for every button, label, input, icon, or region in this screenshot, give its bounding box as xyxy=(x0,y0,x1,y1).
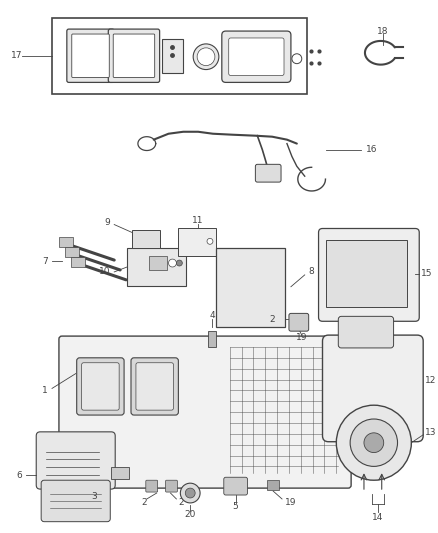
Bar xyxy=(178,229,216,256)
FancyBboxPatch shape xyxy=(338,317,394,348)
Text: 19: 19 xyxy=(285,498,297,507)
FancyBboxPatch shape xyxy=(113,34,155,77)
Text: 1: 1 xyxy=(42,386,48,395)
Circle shape xyxy=(336,405,411,480)
FancyBboxPatch shape xyxy=(224,477,247,495)
Bar xyxy=(71,257,85,267)
Text: 2: 2 xyxy=(141,498,147,507)
FancyBboxPatch shape xyxy=(77,358,124,415)
Circle shape xyxy=(350,419,398,466)
Text: 2: 2 xyxy=(178,498,184,507)
Bar xyxy=(208,331,216,347)
Text: 13: 13 xyxy=(425,429,437,438)
Text: 17: 17 xyxy=(11,51,22,60)
Text: 11: 11 xyxy=(192,216,204,225)
Bar xyxy=(127,248,186,286)
Bar xyxy=(149,256,166,270)
FancyBboxPatch shape xyxy=(229,38,284,76)
Text: 12: 12 xyxy=(425,376,437,385)
FancyBboxPatch shape xyxy=(72,34,109,77)
Ellipse shape xyxy=(193,44,219,70)
Circle shape xyxy=(292,54,302,63)
Text: 19: 19 xyxy=(296,333,307,342)
Text: 18: 18 xyxy=(377,27,389,36)
Bar xyxy=(162,39,184,72)
Text: 10: 10 xyxy=(99,268,110,277)
Text: 9: 9 xyxy=(105,218,110,227)
FancyBboxPatch shape xyxy=(136,363,173,410)
FancyBboxPatch shape xyxy=(222,31,291,83)
FancyBboxPatch shape xyxy=(318,229,419,321)
FancyBboxPatch shape xyxy=(289,313,309,331)
FancyBboxPatch shape xyxy=(131,358,178,415)
Text: 4: 4 xyxy=(209,311,215,320)
Bar xyxy=(216,248,285,327)
Bar xyxy=(52,18,307,94)
Bar xyxy=(59,237,73,247)
FancyBboxPatch shape xyxy=(41,480,110,522)
Circle shape xyxy=(169,259,177,267)
Text: 15: 15 xyxy=(421,269,433,278)
Circle shape xyxy=(207,238,213,244)
Bar xyxy=(132,230,159,248)
Bar xyxy=(65,247,79,257)
Text: 8: 8 xyxy=(309,268,314,277)
Bar xyxy=(326,240,407,308)
FancyBboxPatch shape xyxy=(59,336,351,488)
FancyBboxPatch shape xyxy=(255,164,281,182)
Ellipse shape xyxy=(197,48,215,66)
FancyBboxPatch shape xyxy=(108,29,159,83)
Bar xyxy=(111,467,129,479)
Text: 14: 14 xyxy=(372,513,383,522)
Text: 5: 5 xyxy=(233,503,239,511)
FancyBboxPatch shape xyxy=(36,432,115,489)
FancyBboxPatch shape xyxy=(81,363,119,410)
FancyBboxPatch shape xyxy=(67,29,114,83)
Text: 6: 6 xyxy=(17,471,22,480)
FancyBboxPatch shape xyxy=(146,480,158,492)
Circle shape xyxy=(180,483,200,503)
Text: 7: 7 xyxy=(42,256,48,265)
Circle shape xyxy=(364,433,384,453)
Bar xyxy=(267,480,279,490)
Text: 16: 16 xyxy=(366,145,378,154)
FancyBboxPatch shape xyxy=(166,480,177,492)
Text: 3: 3 xyxy=(92,492,97,502)
FancyBboxPatch shape xyxy=(322,335,423,442)
Circle shape xyxy=(185,488,195,498)
Text: 2: 2 xyxy=(269,315,275,324)
Circle shape xyxy=(177,260,182,266)
Text: 20: 20 xyxy=(184,510,196,519)
